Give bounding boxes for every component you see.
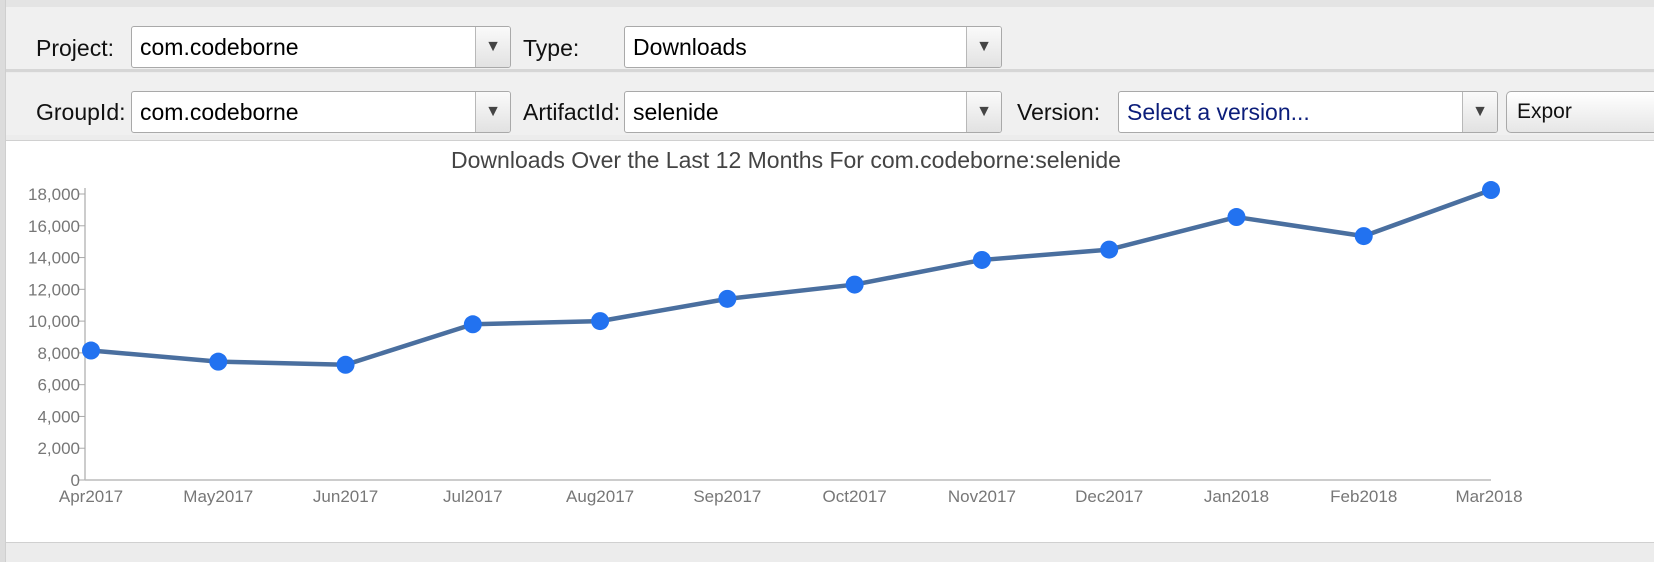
y-tick-label: 10,000 [28,312,80,331]
project-filter-row: Project: com.codeborne ▼ Type: Downloads… [6,7,1654,72]
x-tick-label: Jun2017 [313,487,378,506]
downloads-chart-panel: Downloads Over the Last 12 Months For co… [6,140,1654,543]
version-label: Version: [1017,99,1101,125]
x-tick-label: Dec2017 [1075,487,1143,506]
type-select-value: Downloads [633,33,747,60]
y-tick-label: 16,000 [28,217,80,236]
chevron-down-icon[interactable]: ▼ [966,92,1001,132]
y-tick-label: 4,000 [37,407,80,426]
data-point[interactable] [718,289,737,308]
y-tick-label: 8,000 [37,344,80,363]
version-select-placeholder: Select a version... [1127,98,1310,125]
artifactid-select-value: selenide [633,98,719,125]
data-point[interactable] [845,275,864,294]
data-point[interactable] [1100,240,1119,259]
series-line [90,187,1492,368]
chart-axes: 0 2,000 4,000 6,000 8,000 10,000 12,000 14,000 1… [28,185,1523,506]
chevron-down-icon[interactable]: ▼ [475,92,510,132]
data-point[interactable] [82,341,100,360]
y-tick-label: 0 [71,471,80,490]
y-tick-label: 6,000 [37,376,80,395]
chart-series [82,181,1500,374]
type-select[interactable]: Downloads ▼ [624,26,1002,68]
downloads-line-chart: Downloads Over the Last 12 Months For co… [28,147,1523,506]
y-tick-label: 12,000 [28,280,80,299]
data-point[interactable] [972,250,991,269]
chevron-down-icon[interactable]: ▼ [1462,92,1497,132]
chevron-down-icon[interactable]: ▼ [966,27,1001,67]
x-tick-label: Apr2017 [59,487,123,506]
project-label: Project: [36,35,114,61]
project-select-value: com.codeborne [140,33,299,60]
groupid-select[interactable]: com.codeborne ▼ [131,91,511,133]
project-select[interactable]: com.codeborne ▼ [131,26,511,68]
data-point[interactable] [1354,227,1373,246]
x-tick-label: Jul2017 [443,487,503,506]
data-point[interactable] [463,315,482,334]
chevron-down-icon[interactable]: ▼ [475,27,510,67]
x-tick-label: Jan2018 [1204,487,1269,506]
x-tick-label: Sep2017 [693,487,761,506]
data-point[interactable] [591,312,610,331]
export-button[interactable]: Expor [1506,91,1654,133]
left-window-edge [0,0,6,562]
version-select[interactable]: Select a version... ▼ [1118,91,1498,133]
type-label: Type: [523,35,580,61]
x-tick-label: Oct2017 [823,487,887,506]
x-tick-label: Nov2017 [948,487,1016,506]
groupid-label: GroupId: [36,99,126,125]
groupid-select-value: com.codeborne [140,98,299,125]
data-point[interactable] [336,355,355,374]
artifactid-label: ArtifactId: [523,99,621,125]
x-tick-label: Feb2018 [1330,487,1397,506]
data-point[interactable] [1482,181,1500,200]
x-tick-label: May2017 [183,487,253,506]
y-tick-label: 2,000 [37,439,80,458]
artifactid-select[interactable]: selenide ▼ [624,91,1002,133]
data-point[interactable] [1227,208,1246,227]
x-tick-label: Aug2017 [566,487,634,506]
y-tick-label: 14,000 [28,249,80,268]
y-tick-label: 18,000 [28,185,80,204]
x-tick-label: Mar2018 [1455,487,1522,506]
data-point[interactable] [209,352,228,371]
artifact-filter-row: GroupId: com.codeborne ▼ ArtifactId: sel… [6,73,1654,135]
chart-title: Downloads Over the Last 12 Months For co… [451,147,1121,173]
